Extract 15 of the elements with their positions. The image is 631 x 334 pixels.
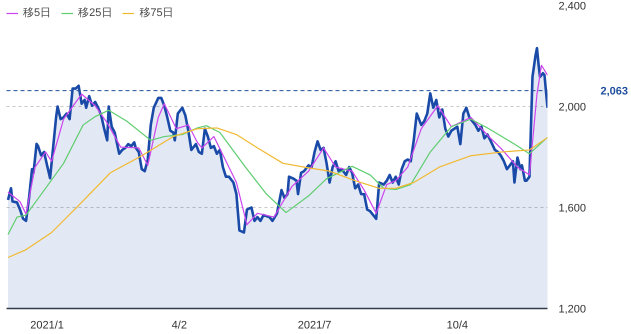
y-tick-label: 1,200: [558, 304, 586, 316]
legend-label: 移75日: [139, 6, 174, 20]
x-tick-label: 10/4: [446, 320, 468, 332]
x-tick-label: 2021/1: [30, 320, 64, 332]
line-series: [7, 127, 548, 258]
legend-label: 移5日: [23, 6, 52, 20]
line-series: [7, 110, 548, 236]
y-tick-label: 2,000: [558, 102, 586, 114]
x-tick-label: 4/2: [172, 320, 187, 332]
x-tick-label: 2021/7: [298, 320, 332, 332]
y-tick-label: 1,600: [558, 202, 586, 214]
ref-line-label: 2,063: [600, 86, 628, 98]
legend-label: 移25日: [78, 6, 112, 20]
line-series: [7, 64, 548, 226]
y-tick-label: 2,400: [558, 0, 586, 12]
